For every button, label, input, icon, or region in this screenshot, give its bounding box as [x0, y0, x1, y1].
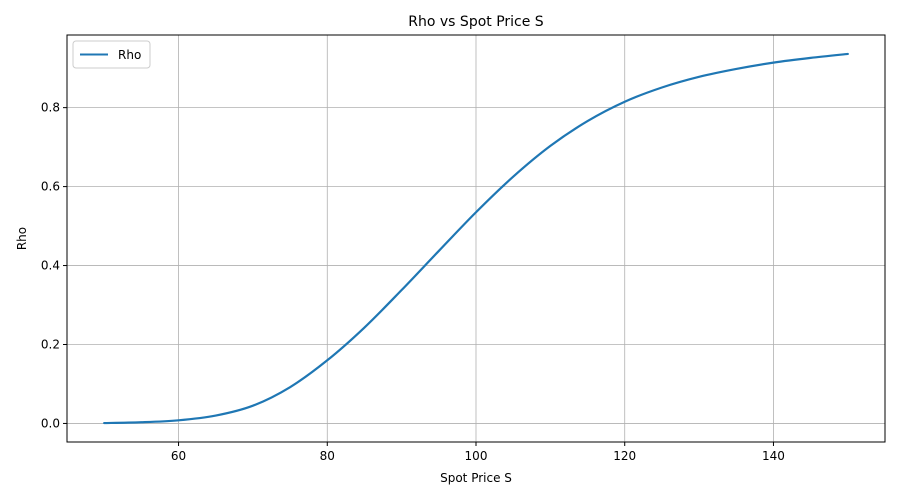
x-tick-label: 80	[320, 449, 335, 463]
x-tick-label: 60	[171, 449, 186, 463]
legend-label-rho: Rho	[118, 48, 141, 62]
x-axis-label: Spot Price S	[440, 471, 512, 485]
legend-box	[72, 40, 151, 69]
y-tick-label: 0.6	[41, 180, 60, 194]
series-line-rho	[103, 52, 849, 425]
x-tick-label: 120	[613, 449, 636, 463]
chart-title: Rho vs Spot Price S	[408, 14, 544, 30]
y-axis: 0.0 0.2 0.4 0.6 0.8	[41, 101, 67, 430]
legend: Rho	[72, 40, 151, 69]
y-tick-label: 0.4	[41, 259, 60, 273]
x-tick-label: 100	[465, 449, 488, 463]
y-tick-label: 0.2	[41, 337, 60, 351]
y-axis-label: Rho	[15, 227, 29, 250]
x-tick-label: 140	[762, 449, 785, 463]
y-tick-label: 0.0	[41, 416, 60, 430]
x-axis: 60 80 100 120 140	[171, 442, 785, 463]
y-tick-label: 0.8	[41, 101, 60, 115]
plot-area	[103, 52, 849, 425]
grid	[67, 35, 885, 442]
